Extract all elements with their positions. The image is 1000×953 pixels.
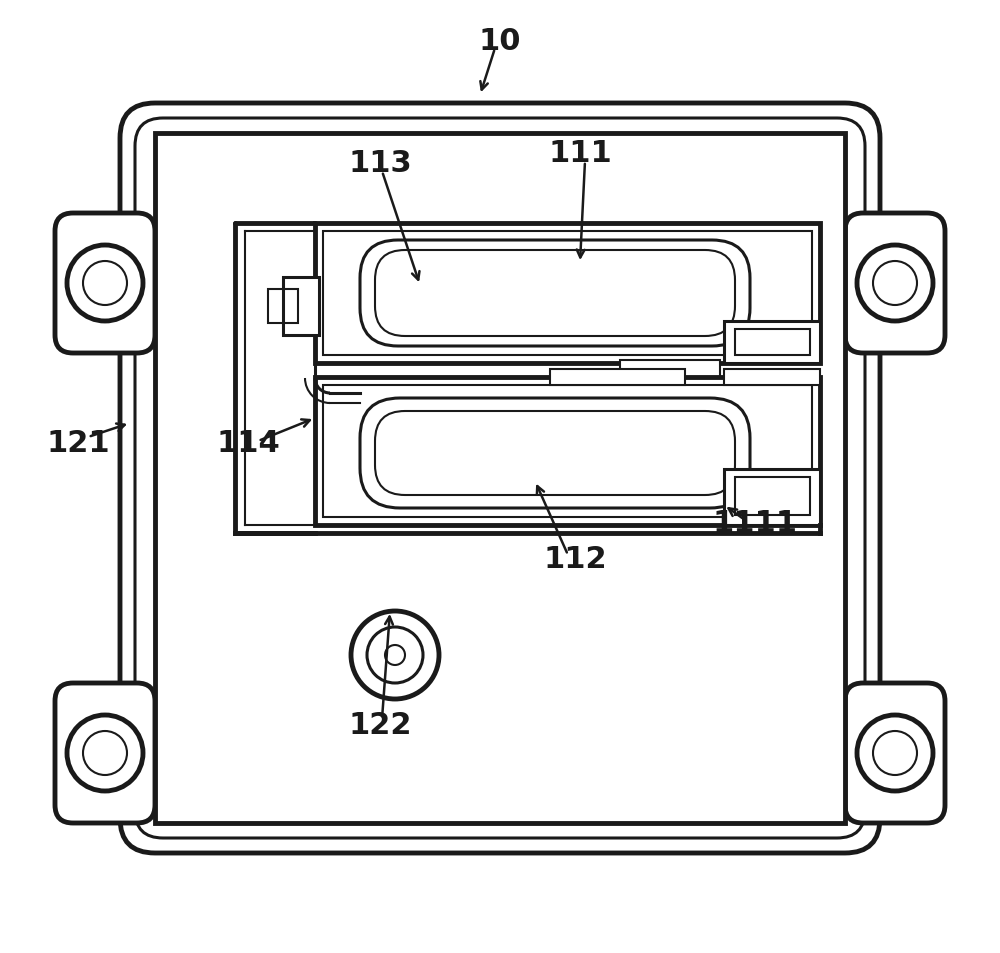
- Bar: [620, 360, 720, 380]
- Bar: [724, 470, 820, 525]
- Bar: [283, 277, 319, 335]
- FancyBboxPatch shape: [360, 398, 750, 509]
- Text: 112: 112: [543, 544, 607, 573]
- FancyBboxPatch shape: [55, 213, 155, 354]
- FancyBboxPatch shape: [120, 104, 880, 853]
- Circle shape: [873, 262, 917, 306]
- Text: 113: 113: [348, 150, 412, 178]
- Bar: [735, 330, 810, 355]
- Circle shape: [67, 246, 143, 322]
- FancyBboxPatch shape: [845, 683, 945, 823]
- Text: 1111: 1111: [712, 509, 798, 537]
- Circle shape: [873, 731, 917, 775]
- FancyBboxPatch shape: [360, 241, 750, 347]
- Circle shape: [857, 246, 933, 322]
- Text: 10: 10: [479, 28, 521, 56]
- Circle shape: [385, 645, 405, 665]
- FancyBboxPatch shape: [55, 683, 155, 823]
- Bar: [268, 290, 298, 324]
- Bar: [724, 370, 820, 386]
- FancyBboxPatch shape: [845, 213, 945, 354]
- Circle shape: [67, 716, 143, 791]
- FancyBboxPatch shape: [375, 412, 735, 496]
- Bar: [155, 133, 845, 823]
- Bar: [323, 232, 812, 355]
- FancyBboxPatch shape: [375, 251, 735, 336]
- Circle shape: [857, 716, 933, 791]
- Text: 111: 111: [548, 139, 612, 169]
- Bar: [315, 377, 820, 525]
- Text: 121: 121: [46, 429, 110, 458]
- Bar: [315, 224, 820, 364]
- Bar: [550, 370, 685, 386]
- Circle shape: [83, 731, 127, 775]
- Circle shape: [367, 627, 423, 683]
- Circle shape: [83, 262, 127, 306]
- Text: 114: 114: [216, 429, 280, 458]
- Circle shape: [351, 612, 439, 700]
- Bar: [724, 322, 820, 364]
- Bar: [735, 477, 810, 516]
- Bar: [323, 386, 812, 517]
- Text: 122: 122: [348, 711, 412, 740]
